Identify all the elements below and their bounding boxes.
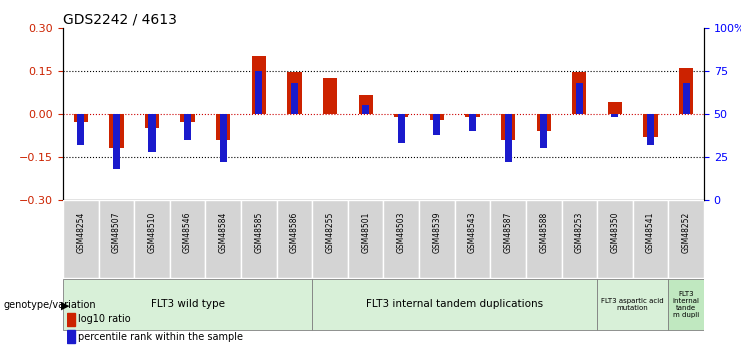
- Text: GSM48539: GSM48539: [433, 212, 442, 253]
- Bar: [668, 279, 704, 330]
- Bar: [597, 279, 668, 330]
- Bar: [216, 114, 230, 140]
- Bar: [465, 114, 479, 117]
- Text: GSM48587: GSM48587: [504, 212, 513, 253]
- Bar: [491, 200, 526, 278]
- Bar: [241, 200, 276, 278]
- Bar: [647, 114, 654, 145]
- Bar: [430, 114, 444, 120]
- Text: GSM48255: GSM48255: [325, 212, 334, 253]
- Bar: [526, 200, 562, 278]
- Text: GSM48254: GSM48254: [76, 212, 85, 253]
- Bar: [383, 200, 419, 278]
- Bar: [608, 102, 622, 114]
- Bar: [501, 114, 515, 140]
- Bar: [109, 114, 124, 148]
- Text: GSM48543: GSM48543: [468, 212, 477, 253]
- Bar: [611, 114, 619, 117]
- Bar: [184, 114, 191, 140]
- Bar: [67, 313, 75, 326]
- Bar: [181, 114, 195, 122]
- Bar: [67, 330, 75, 343]
- Bar: [576, 83, 583, 114]
- Bar: [633, 200, 668, 278]
- Bar: [668, 200, 704, 278]
- Bar: [252, 56, 266, 114]
- Text: GSM48252: GSM48252: [682, 212, 691, 253]
- Bar: [643, 114, 658, 137]
- Text: GSM48585: GSM48585: [254, 212, 263, 253]
- Text: log10 ratio: log10 ratio: [78, 315, 130, 324]
- Text: FLT3
internal
tande
m dupli: FLT3 internal tande m dupli: [673, 291, 700, 318]
- Bar: [288, 72, 302, 114]
- Bar: [682, 83, 690, 114]
- Bar: [348, 200, 384, 278]
- Bar: [276, 200, 312, 278]
- Bar: [679, 68, 694, 114]
- Text: GSM48507: GSM48507: [112, 212, 121, 253]
- Bar: [113, 114, 120, 169]
- Text: GSM48503: GSM48503: [396, 212, 406, 253]
- Bar: [99, 200, 134, 278]
- Bar: [536, 114, 551, 131]
- Bar: [394, 114, 408, 117]
- Bar: [291, 83, 298, 114]
- Bar: [63, 200, 99, 278]
- Bar: [572, 72, 586, 114]
- Bar: [77, 114, 84, 145]
- Text: GDS2242 / 4613: GDS2242 / 4613: [63, 12, 177, 27]
- Bar: [362, 105, 369, 114]
- Bar: [255, 71, 262, 114]
- Text: GSM48584: GSM48584: [219, 212, 227, 253]
- Bar: [312, 279, 597, 330]
- Bar: [562, 200, 597, 278]
- Bar: [63, 279, 312, 330]
- Text: GSM48546: GSM48546: [183, 212, 192, 253]
- Text: percentile rank within the sample: percentile rank within the sample: [78, 332, 243, 342]
- Bar: [597, 200, 633, 278]
- Bar: [540, 114, 548, 148]
- Bar: [148, 114, 156, 152]
- Text: GSM48350: GSM48350: [611, 212, 619, 253]
- Text: GSM48588: GSM48588: [539, 212, 548, 253]
- Text: GSM48501: GSM48501: [361, 212, 370, 253]
- Bar: [433, 114, 440, 135]
- Text: FLT3 aspartic acid
mutation: FLT3 aspartic acid mutation: [602, 298, 664, 311]
- Bar: [359, 95, 373, 114]
- Bar: [219, 114, 227, 162]
- Text: GSM48510: GSM48510: [147, 212, 156, 253]
- Bar: [73, 114, 88, 122]
- Bar: [323, 78, 337, 114]
- Text: GSM48253: GSM48253: [575, 212, 584, 253]
- Text: ▶: ▶: [61, 300, 69, 310]
- Bar: [455, 200, 491, 278]
- Text: genotype/variation: genotype/variation: [4, 300, 96, 310]
- Bar: [398, 114, 405, 143]
- Bar: [134, 200, 170, 278]
- Text: GSM48586: GSM48586: [290, 212, 299, 253]
- Bar: [505, 114, 511, 162]
- Bar: [205, 200, 241, 278]
- Bar: [170, 200, 205, 278]
- Bar: [419, 200, 455, 278]
- Text: GSM48541: GSM48541: [646, 212, 655, 253]
- Bar: [312, 200, 348, 278]
- Bar: [469, 114, 476, 131]
- Bar: [145, 114, 159, 128]
- Text: FLT3 wild type: FLT3 wild type: [150, 299, 225, 309]
- Text: FLT3 internal tandem duplications: FLT3 internal tandem duplications: [366, 299, 543, 309]
